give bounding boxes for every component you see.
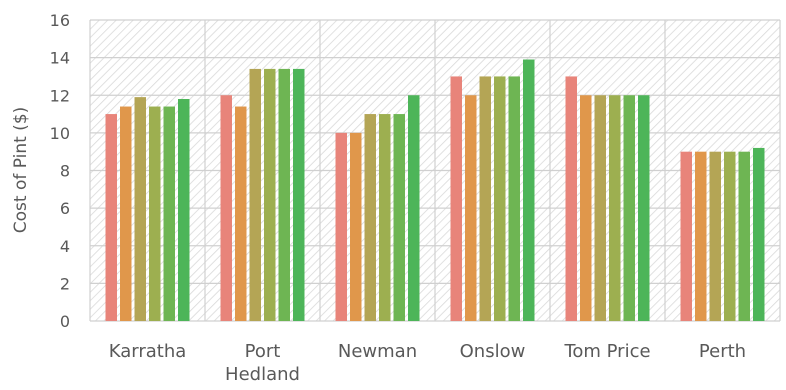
bar: [379, 114, 391, 321]
bar: [450, 76, 462, 321]
x-category-label: Newman: [338, 341, 417, 362]
bars: [105, 59, 765, 321]
bar: [580, 95, 592, 321]
bar: [565, 76, 577, 321]
bar: [695, 151, 707, 321]
bar: [508, 76, 520, 321]
bar: [350, 132, 362, 321]
x-category-label: Port: [245, 341, 281, 362]
bar: [738, 151, 750, 321]
y-tick-label: 6: [60, 199, 70, 218]
bar: [523, 59, 535, 321]
y-axis-label: Cost of Pint ($): [11, 107, 31, 234]
bar: [479, 76, 491, 321]
y-tick-label: 12: [50, 86, 70, 105]
x-category-label: Perth: [699, 341, 746, 362]
bar: [278, 68, 290, 321]
x-category-label: Tom Price: [563, 341, 650, 362]
y-tick-label: 8: [60, 162, 70, 181]
bar: [220, 95, 232, 321]
bar: [293, 68, 305, 321]
bar: [594, 95, 606, 321]
y-tick-label: 16: [50, 11, 70, 30]
bar: [393, 114, 405, 321]
bar: [178, 99, 190, 321]
x-category-label: Onslow: [460, 341, 526, 362]
bar: [724, 151, 736, 321]
bar: [494, 76, 506, 321]
bar: [364, 114, 376, 321]
bar: [465, 95, 477, 321]
bar: [335, 132, 347, 321]
x-category-label: Hedland: [225, 364, 300, 385]
bar: [163, 106, 175, 321]
y-tick-label: 10: [50, 124, 70, 143]
bar: [134, 97, 146, 321]
y-axis-ticks: 0 2 4 6 8 10 12 14 16: [50, 11, 70, 331]
bar: [408, 95, 420, 321]
bar: [609, 95, 621, 321]
bar: [638, 95, 650, 321]
bar: [249, 68, 261, 321]
gridlines: [89, 19, 781, 322]
x-category-label: Karratha: [109, 341, 187, 362]
bar: [105, 114, 117, 321]
bar: [120, 106, 132, 321]
bar: [680, 151, 692, 321]
bar: [149, 106, 161, 321]
bar: [709, 151, 721, 321]
bar: [264, 68, 276, 321]
bar: [753, 147, 765, 321]
bar: [235, 106, 247, 321]
y-tick-label: 14: [50, 49, 70, 68]
y-tick-label: 4: [60, 237, 70, 256]
bar: [623, 95, 635, 321]
y-tick-label: 0: [60, 312, 70, 331]
y-tick-label: 2: [60, 274, 70, 293]
